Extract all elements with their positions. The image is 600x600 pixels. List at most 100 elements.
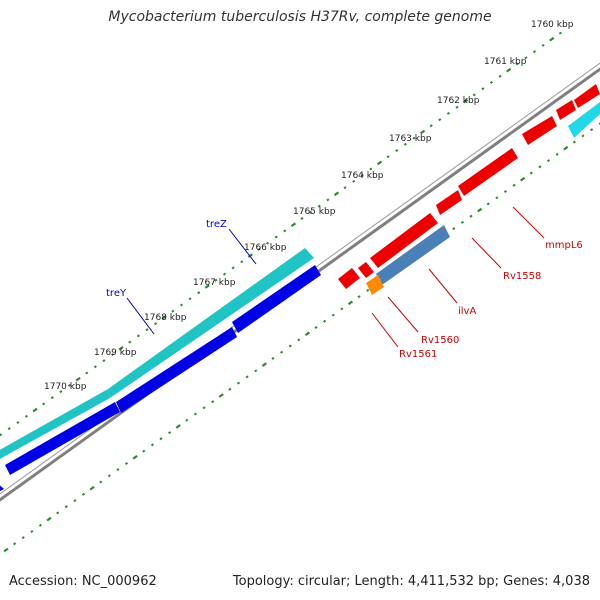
inner-tick-mark bbox=[125, 461, 129, 466]
outer-tick-mark bbox=[32, 407, 38, 413]
inner-tick-mark bbox=[555, 152, 559, 156]
outer-tick-mark bbox=[515, 62, 519, 66]
inner-tick-mark bbox=[529, 171, 533, 175]
outer-tick-mark bbox=[395, 148, 399, 153]
outer-tick-mark bbox=[455, 105, 459, 109]
gene-forward-cds-4[interactable] bbox=[232, 265, 321, 333]
gene-label-rv1560[interactable]: Rv1560 bbox=[421, 335, 459, 346]
outer-tick-mark bbox=[7, 427, 11, 431]
inner-tick-mark bbox=[116, 468, 120, 472]
gene-trez[interactable] bbox=[108, 248, 314, 398]
outer-tick-mark bbox=[128, 340, 132, 344]
gene-reverse-cds-c[interactable] bbox=[522, 116, 557, 145]
outer-tick-mark bbox=[266, 241, 270, 245]
leader-trez bbox=[228, 228, 257, 265]
inner-tick-mark bbox=[357, 295, 361, 299]
inner-tick-mark bbox=[460, 220, 464, 224]
outer-tick-mark bbox=[290, 222, 297, 227]
leader-mmpl6 bbox=[512, 206, 545, 239]
outer-tick-mark bbox=[231, 266, 235, 270]
outer-tick-mark bbox=[42, 402, 46, 406]
gene-reverse-cds-a[interactable] bbox=[370, 213, 438, 268]
inner-tick-mark bbox=[340, 307, 344, 311]
gene-rv1560-left[interactable] bbox=[358, 262, 374, 278]
outer-tick-mark bbox=[59, 390, 63, 394]
leader-trey bbox=[126, 297, 155, 335]
label-leaders bbox=[126, 206, 545, 348]
inner-tick-mark bbox=[38, 523, 42, 527]
inner-tick-mark bbox=[297, 338, 301, 342]
inner-tick-mark bbox=[495, 196, 499, 200]
gene-forward-cds-1[interactable] bbox=[0, 480, 4, 502]
inner-tick-mark bbox=[46, 516, 52, 522]
gene-forward-cds-2[interactable] bbox=[5, 402, 120, 475]
outer-tick-mark bbox=[197, 291, 201, 295]
inner-tick-mark bbox=[13, 542, 17, 546]
gene-reverse-cds-b[interactable] bbox=[436, 190, 462, 215]
map-title: Mycobacterium tuberculosis H37Rv, comple… bbox=[108, 9, 492, 25]
gene-ilva[interactable] bbox=[376, 225, 450, 285]
gene-label-trey[interactable]: treY bbox=[106, 288, 127, 299]
gene-label-rv1558[interactable]: Rv1558 bbox=[503, 271, 541, 282]
outer-tick-mark bbox=[532, 50, 537, 54]
inner-tick-mark bbox=[202, 406, 206, 410]
outer-tick-mark bbox=[489, 80, 493, 85]
outer-tick-mark bbox=[247, 253, 253, 258]
outer-tick-mark bbox=[541, 43, 545, 47]
gene-reverse-cds-d[interactable] bbox=[556, 100, 576, 120]
inner-tick-mark bbox=[142, 449, 146, 453]
inner-tick-mark bbox=[366, 288, 370, 292]
inner-tick-mark bbox=[280, 350, 284, 354]
outer-tick-mark bbox=[429, 124, 433, 128]
outer-tick-mark bbox=[317, 204, 321, 208]
gene-trey-segment[interactable] bbox=[0, 389, 110, 470]
inner-tick-mark bbox=[477, 207, 483, 213]
inner-tick-mark bbox=[590, 128, 594, 132]
gene-label-trez[interactable]: treZ bbox=[206, 219, 227, 230]
inner-tick-mark bbox=[538, 165, 542, 169]
gene-label-mmpl6[interactable]: mmpL6 bbox=[545, 240, 583, 251]
outer-tick-mark bbox=[463, 98, 469, 104]
accession-text: Accession: NC_000962 bbox=[9, 574, 157, 589]
forward-strand-genes bbox=[0, 248, 321, 502]
gene-mmpl6[interactable] bbox=[458, 148, 518, 196]
outer-tick-mark bbox=[204, 284, 210, 289]
gene-label-rv1561[interactable]: Rv1561 bbox=[399, 349, 437, 360]
inner-tick-mark bbox=[486, 202, 490, 206]
gene-rv1561[interactable] bbox=[338, 268, 360, 289]
inner-tick-mark bbox=[469, 214, 473, 218]
inner-tick-mark bbox=[323, 319, 327, 323]
outer-tick-mark bbox=[309, 210, 313, 214]
outer-tick-track bbox=[0, 31, 562, 437]
outer-tick-mark bbox=[549, 36, 555, 42]
inner-tick-mark bbox=[73, 499, 77, 503]
outer-tick-mark bbox=[343, 186, 347, 190]
leader-rv1560 bbox=[387, 296, 419, 333]
outer-tick-mark bbox=[0, 433, 3, 437]
inner-tick-mark bbox=[185, 418, 189, 422]
outer-tick-mark bbox=[85, 371, 89, 375]
gene-label-ilva[interactable]: ilvA bbox=[458, 306, 476, 317]
outer-tick-mark bbox=[93, 365, 97, 369]
inner-tick-track bbox=[3, 122, 600, 553]
inner-tick-mark bbox=[581, 134, 585, 138]
inner-tick-mark bbox=[30, 529, 34, 534]
gene-reverse-cds-e[interactable] bbox=[574, 84, 600, 108]
inner-tick-mark bbox=[314, 325, 318, 330]
inner-tick-mark bbox=[21, 536, 25, 540]
leader-rv1558 bbox=[471, 237, 502, 269]
inner-tick-mark bbox=[175, 424, 181, 429]
outer-tick-mark bbox=[67, 383, 72, 387]
outer-tick-mark bbox=[403, 142, 407, 146]
gene-forward-cds-3[interactable] bbox=[116, 327, 237, 413]
outer-tick-mark bbox=[102, 359, 106, 363]
outer-tick-mark bbox=[412, 136, 416, 140]
inner-tick-mark bbox=[56, 511, 60, 515]
outer-tick-mark bbox=[16, 420, 20, 425]
outer-tick-mark bbox=[111, 352, 115, 357]
gene-orange-small[interactable] bbox=[366, 275, 384, 295]
scale-label-1761: 1761 kbp bbox=[484, 57, 527, 67]
inner-tick-mark bbox=[89, 485, 95, 491]
gene-cyan-reverse[interactable] bbox=[568, 102, 600, 138]
